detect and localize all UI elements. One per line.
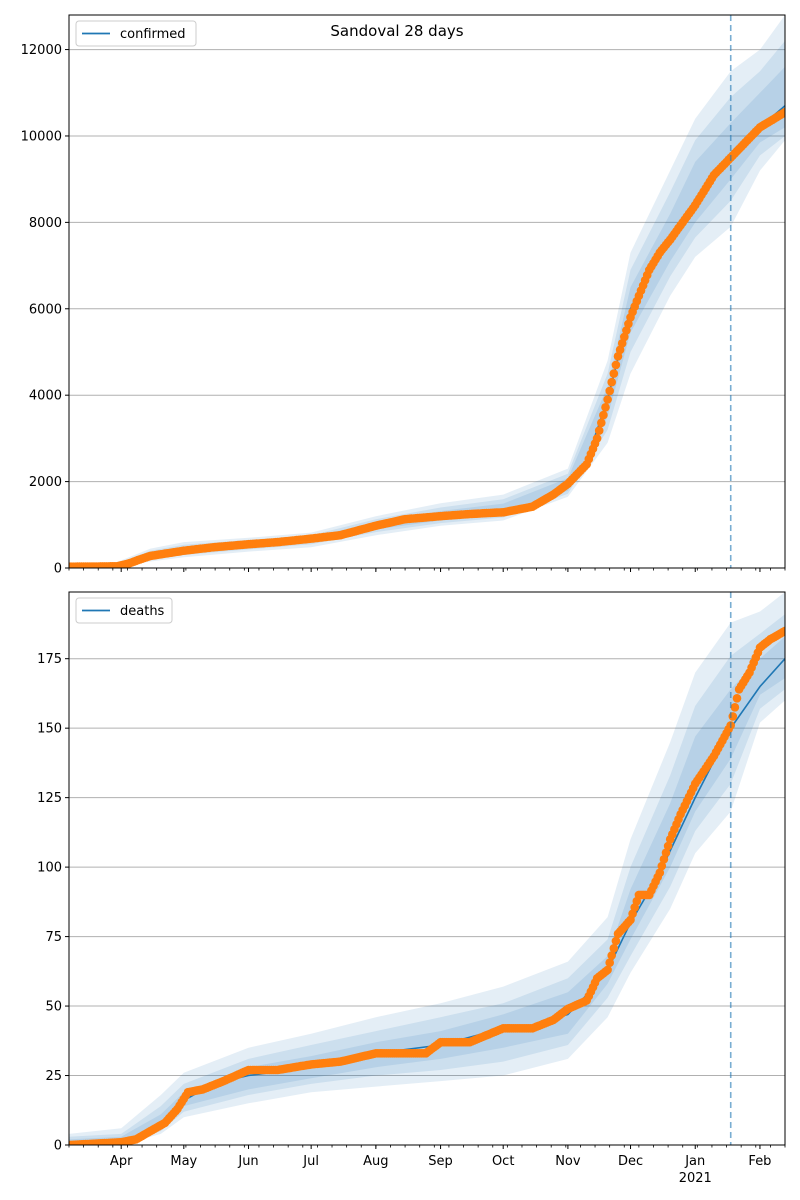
- observed-point: [659, 855, 669, 864]
- uncertainty-band: [69, 592, 785, 1145]
- y-tick-label: 0: [54, 562, 62, 577]
- observed-point: [609, 369, 619, 378]
- x-tick-label: Feb: [748, 1154, 771, 1169]
- observed-point: [613, 352, 623, 361]
- y-tick-label: 75: [45, 930, 62, 945]
- x-tick-label: Nov: [555, 1154, 581, 1169]
- y-tick-label: 150: [37, 722, 62, 737]
- x-year-label: 2021: [679, 1171, 712, 1186]
- legend-label: confirmed: [120, 27, 186, 42]
- plot-area: [69, 592, 785, 1145]
- uncertainty-band: [69, 614, 785, 1145]
- plot-area: [69, 15, 785, 568]
- deaths-panel: 0 25 50 75 100 125 150 175 Apr May Jun Jul Aug Sep Oct…: [37, 591, 786, 1186]
- observed-point: [601, 403, 610, 412]
- observed-point: [780, 626, 785, 636]
- observed-point: [594, 426, 604, 435]
- y-tick-label: 10000: [21, 129, 62, 144]
- observed-point: [603, 965, 612, 975]
- y-tick-label: 0: [54, 1139, 62, 1154]
- observed-point: [605, 958, 614, 967]
- figure-title: Sandoval 28 days: [330, 22, 463, 40]
- observed-point: [663, 841, 673, 851]
- y-tick-label: 6000: [29, 302, 62, 317]
- x-tick-label: Dec: [618, 1154, 643, 1169]
- observed-point: [599, 410, 608, 420]
- observed-point: [728, 712, 738, 721]
- x-tick-label: Jul: [302, 1154, 319, 1169]
- uncertainty-band: [69, 15, 785, 568]
- observed-point: [592, 434, 602, 443]
- legend-box: [75, 20, 197, 47]
- observed-point: [615, 345, 625, 355]
- observed-point: [611, 360, 621, 370]
- observed-point: [605, 386, 614, 396]
- observed-point: [661, 848, 671, 857]
- observed-point: [603, 395, 612, 404]
- observed-point: [609, 944, 619, 953]
- observed-point: [732, 694, 742, 703]
- observed-point: [611, 936, 621, 946]
- axes-frame: [68, 591, 786, 1146]
- uncertainty-band: [69, 66, 785, 568]
- observed-point: [620, 332, 629, 342]
- y-tick-label: 4000: [29, 389, 62, 404]
- observed-point: [607, 377, 616, 387]
- observed-point: [597, 418, 606, 428]
- y-tick-label: 50: [45, 1000, 62, 1015]
- y-tick-label: 100: [37, 861, 62, 876]
- y-tick-label: 12000: [21, 43, 62, 58]
- observed-point: [780, 107, 785, 117]
- x-tick-label: May: [170, 1154, 197, 1169]
- y-tick-label: 175: [37, 652, 62, 667]
- x-tick-label: Oct: [492, 1154, 514, 1169]
- x-tick-label: Jun: [237, 1154, 258, 1169]
- confirmed-panel: 0 2000 4000 6000 8000 10000 12000 confirmed: [21, 14, 786, 577]
- legend-label: deaths: [120, 604, 165, 619]
- observed-point: [655, 868, 665, 877]
- observed-point: [624, 319, 633, 329]
- observed-point: [607, 951, 616, 960]
- y-tick-label: 125: [37, 791, 62, 806]
- observed-point: [730, 703, 740, 712]
- legend-box: [75, 597, 173, 624]
- x-tick-label: Aug: [363, 1154, 388, 1169]
- observed-point: [622, 326, 631, 335]
- x-tick-label: Jan: [684, 1154, 705, 1169]
- observed-point: [657, 861, 667, 871]
- x-tick-label: Sep: [428, 1154, 453, 1169]
- y-tick-label: 8000: [29, 216, 62, 231]
- y-tick-label: 25: [45, 1069, 62, 1084]
- x-tick-label: Apr: [110, 1154, 133, 1169]
- uncertainty-band: [69, 40, 785, 568]
- axes-frame: [68, 14, 786, 569]
- y-tick-label: 2000: [29, 475, 62, 490]
